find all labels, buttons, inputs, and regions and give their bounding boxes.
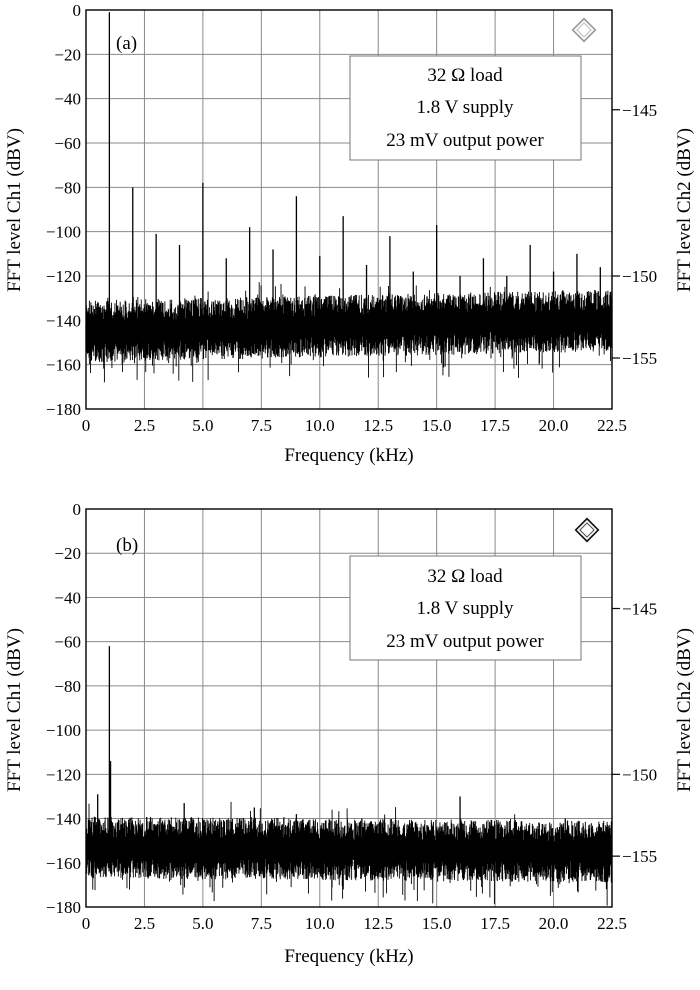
y2-tick-labels-a: −145 −150 −155 [612,101,657,368]
annotation-box-a [349,55,582,161]
y-tick-labels-b: 0 −20 −40 −60 −80 −100 −120 −140 −160 −180 [46,500,81,917]
x-tick-label: 20.0 [539,416,569,435]
y-tick-label: −60 [54,134,81,153]
y-tick-label: −160 [46,356,81,375]
y2-tick-label: −155 [622,349,657,368]
x-tick-label: 7.5 [251,416,272,435]
plot-frame-a [85,9,613,410]
y2-tick-label: −150 [622,267,657,286]
logo-icon-a [571,17,597,43]
annotation-box-b [349,555,582,661]
noise-floor-trace [85,282,613,383]
x-tick-labels-b: 0 2.5 5.0 7.5 10.0 12.5 15.0 17.5 20.0 22.5 [82,914,627,933]
annotation-load-a: 32 Ω load [427,65,503,86]
x-tick-labels-a: 0 2.5 5.0 7.5 10.0 12.5 15.0 17.5 20.0 22.5 [82,416,627,435]
y-tick-label: −140 [46,810,81,829]
y-tick-label: −100 [46,721,81,740]
y-tick-label: −20 [54,544,81,563]
y-tick-label: −120 [46,765,81,784]
x-tick-label: 15.0 [422,416,452,435]
x-tick-label: 2.5 [134,416,155,435]
x-tick-label: 17.5 [480,914,510,933]
y-axis-title-a: FFT level Ch1 (dBV) [4,128,25,292]
x-tick-label: 22.5 [597,416,627,435]
annotation-power-a: 23 mV output power [386,130,544,151]
x-tick-label: 22.5 [597,914,627,933]
annotation-supply-a: 1.8 V supply [417,97,514,118]
y-tick-label: 0 [73,500,82,519]
annotation-power-b: 23 mV output power [386,631,544,652]
y-tick-label: −180 [46,898,81,917]
panel-b: 0 2.5 5.0 7.5 10.0 12.5 15.0 17.5 20.0 22.5 0 −20 −… [4,500,695,967]
x-tick-label: 5.0 [192,416,213,435]
x-tick-label: 7.5 [251,914,272,933]
peaks-b [97,646,566,852]
y2-tick-labels-b: −145 −150 −155 [612,600,657,866]
y-tick-label: −100 [46,223,81,242]
annotation-load-b: 32 Ω load [427,566,503,587]
annotation-supply-b: 1.8 V supply [417,598,514,619]
x-tick-label: 5.0 [192,914,213,933]
noise-floor-b [85,801,613,906]
y-tick-label: −80 [54,677,81,696]
y2-axis-title-b: FFT level Ch2 (dBV) [674,628,695,792]
x-tick-label: 2.5 [134,914,155,933]
y-tick-label: −140 [46,311,81,330]
y2-tick-label: −145 [622,600,657,619]
x-axis-title-b: Frequency (kHz) [284,946,413,967]
y-tick-label: −60 [54,633,81,652]
panel-label-b: (b) [116,535,138,556]
x-tick-label: 10.0 [305,914,335,933]
y-tick-label: 0 [73,1,82,20]
x-tick-label: 0 [82,416,91,435]
logo-icon-b [574,517,600,543]
x-tick-label: 0 [82,914,91,933]
x-tick-label: 12.5 [363,416,393,435]
x-tick-label: 15.0 [422,914,452,933]
y-tick-labels-a: 0 −20 −40 −60 −80 −100 −120 −140 −160 −180 [46,1,81,419]
y-tick-label: −80 [54,178,81,197]
x-tick-label: 20.0 [539,914,569,933]
x-tick-label: 10.0 [305,416,335,435]
peaks-a [108,12,601,331]
noise-floor-trace [85,801,613,906]
x-axis-title-a: Frequency (kHz) [284,445,413,466]
panel-label-a: (a) [116,33,137,54]
panel-a: 0 2.5 5.0 7.5 10.0 12.5 15.0 17.5 20.0 22.5 0 −20 −… [4,1,695,466]
y-tick-label: −180 [46,400,81,419]
y-tick-label: −20 [54,45,81,64]
y-tick-label: −40 [54,90,81,109]
y2-axis-title-a: FFT level Ch2 (dBV) [674,128,695,292]
x-tick-label: 12.5 [363,914,393,933]
y2-tick-label: −155 [622,847,657,866]
y-axis-title-b: FFT level Ch1 (dBV) [4,628,25,792]
y2-tick-label: −145 [622,101,657,120]
x-tick-label: 17.5 [480,416,510,435]
y-tick-label: −40 [54,588,81,607]
plot-frame-b [85,508,613,908]
noise-floor-a [85,282,613,383]
y-tick-label: −160 [46,854,81,873]
y-tick-label: −120 [46,267,81,286]
y2-tick-label: −150 [622,765,657,784]
